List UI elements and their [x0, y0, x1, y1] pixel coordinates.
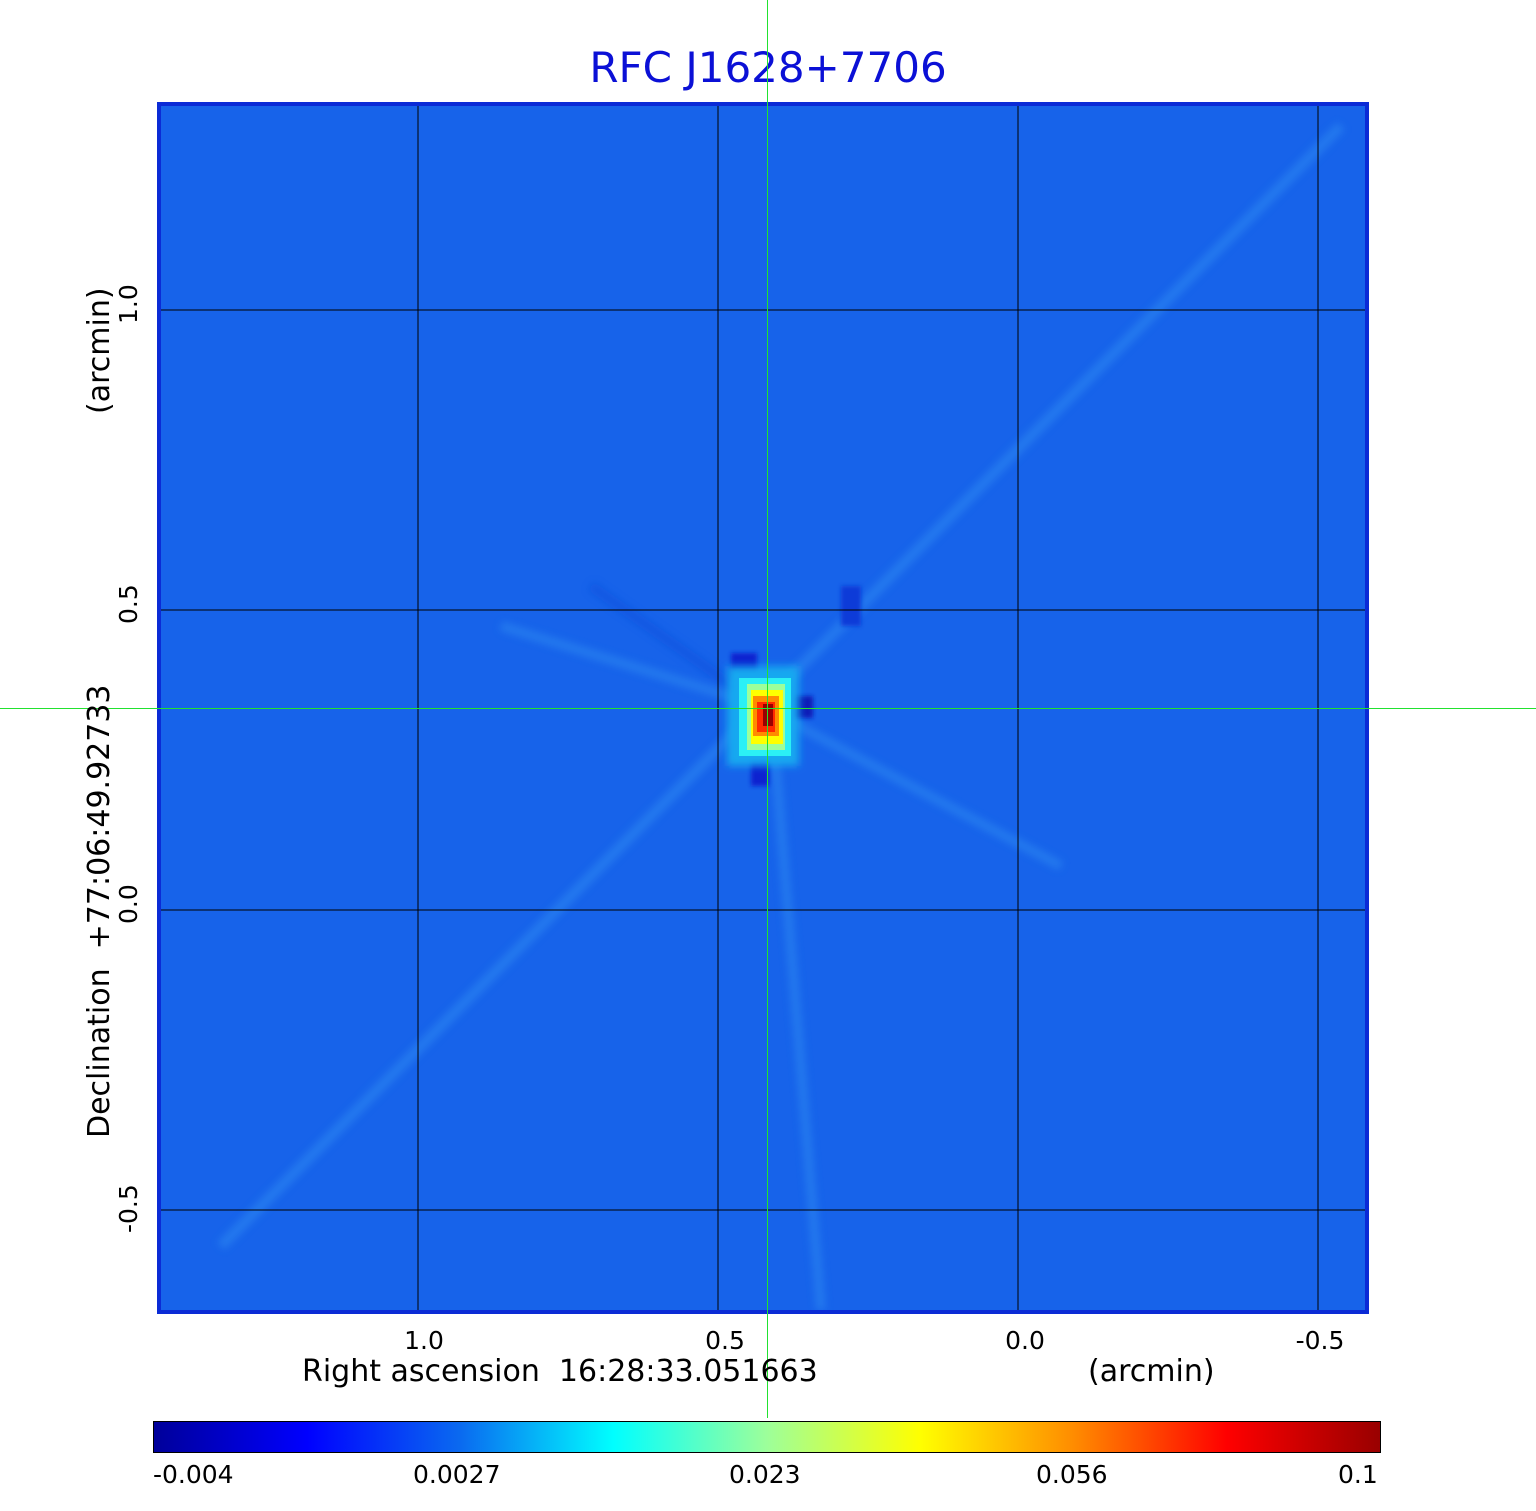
colorbar-tick-label: 0.056 — [1036, 1460, 1108, 1489]
y-axis-label: Declination +77:06:49.92733 — [82, 684, 117, 1138]
x-tick-label: 1.0 — [404, 1326, 444, 1355]
x-tick-label: -0.5 — [1295, 1326, 1345, 1355]
x-tick-label: 0.0 — [1005, 1326, 1045, 1355]
colorbar-tick-label: -0.004 — [153, 1460, 234, 1489]
colorbar-tick-label: 0.023 — [729, 1460, 801, 1489]
crosshair-horizontal — [0, 708, 1536, 709]
y-tick-label: 1.0 — [114, 284, 143, 324]
y-tick-label: 0.5 — [114, 584, 143, 624]
x-axis-label: Right ascension 16:28:33.051663 — [302, 1354, 818, 1389]
y-tick-label: -0.5 — [114, 1184, 143, 1233]
x-axis-unit: (arcmin) — [1088, 1354, 1215, 1389]
colorbar — [153, 1421, 1381, 1453]
colorbar-tick-label: 0.1 — [1338, 1460, 1378, 1489]
crosshair-vertical — [767, 0, 768, 1418]
y-axis-unit: (arcmin) — [82, 287, 117, 414]
y-tick-label: 0.0 — [114, 884, 143, 924]
bright-source — [727, 666, 799, 766]
image-title: RFC J1628+7706 — [589, 43, 947, 92]
x-tick-label: 0.5 — [705, 1326, 745, 1355]
colorbar-tick-label: 0.0027 — [413, 1460, 501, 1489]
